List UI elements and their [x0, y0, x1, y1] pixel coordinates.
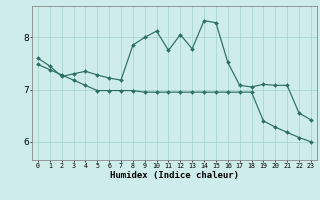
X-axis label: Humidex (Indice chaleur): Humidex (Indice chaleur)	[110, 171, 239, 180]
